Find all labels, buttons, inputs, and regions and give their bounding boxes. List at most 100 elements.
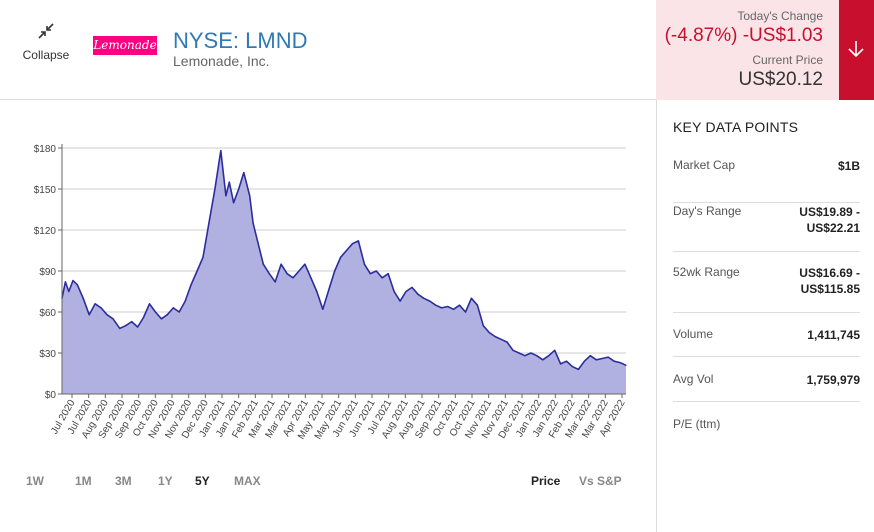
price-point bbox=[363, 263, 365, 265]
price-point bbox=[137, 326, 139, 328]
range-button-1w[interactable]: 1W bbox=[26, 474, 44, 488]
range-button-1m[interactable]: 1M bbox=[75, 474, 92, 488]
price-point bbox=[154, 311, 156, 313]
price-point bbox=[286, 273, 288, 275]
price-point bbox=[595, 359, 597, 361]
price-point bbox=[292, 277, 294, 279]
y-tick-label: $30 bbox=[39, 349, 56, 360]
price-point bbox=[470, 297, 472, 299]
price-point bbox=[619, 362, 621, 364]
key-data-value-line: US$16.69 - bbox=[799, 266, 860, 280]
price-point bbox=[268, 273, 270, 275]
price-point bbox=[351, 243, 354, 245]
price-point bbox=[190, 284, 192, 286]
todays-change-value: (-4.87%) -US$1.03 bbox=[664, 25, 823, 46]
arrow-down-icon bbox=[848, 41, 864, 58]
y-tick-label: $90 bbox=[39, 267, 56, 278]
price-point bbox=[387, 273, 389, 275]
collapse-arrows-icon bbox=[38, 23, 54, 39]
price-point bbox=[447, 305, 449, 308]
price-point bbox=[577, 368, 580, 370]
price-point bbox=[369, 273, 371, 275]
collapse-button[interactable]: Collapse bbox=[14, 22, 78, 64]
price-area bbox=[62, 150, 626, 394]
price-point bbox=[328, 289, 330, 291]
key-data-row-avg-vol: Avg Vol 1,759,979 bbox=[673, 372, 860, 402]
price-point bbox=[214, 188, 216, 190]
ticker-symbol: NYSE: LMND bbox=[173, 28, 308, 53]
price-point bbox=[548, 355, 550, 357]
key-data-label: P/E (ttm) bbox=[673, 417, 721, 431]
price-point bbox=[494, 336, 496, 338]
price-point bbox=[405, 290, 407, 293]
price-point bbox=[257, 243, 259, 245]
key-data-row-market-cap: Market Cap $1B bbox=[673, 158, 860, 203]
key-data-row-days-range: Day's Range US$19.89 - US$22.21 bbox=[673, 204, 860, 252]
price-point bbox=[524, 355, 526, 357]
price-point bbox=[274, 281, 276, 283]
price-point bbox=[393, 290, 395, 293]
range-button-max[interactable]: MAX bbox=[234, 474, 261, 488]
price-point bbox=[94, 303, 96, 305]
y-tick-label: $0 bbox=[45, 390, 57, 401]
price-point bbox=[220, 150, 222, 152]
key-data-value: 1,759,979 bbox=[806, 373, 860, 387]
key-data-value: US$19.89 - US$22.21 bbox=[799, 204, 860, 236]
key-data-value-line: US$115.85 bbox=[800, 282, 860, 296]
key-data-value-line: US$22.21 bbox=[806, 221, 860, 235]
key-data-panel: KEY DATA POINTS Market Cap $1B Day's Ran… bbox=[656, 100, 874, 532]
price-point bbox=[565, 360, 568, 362]
price-point bbox=[280, 263, 282, 265]
price-point bbox=[106, 314, 108, 316]
price-point bbox=[512, 349, 514, 351]
view-vs-sp-button[interactable]: Vs S&P bbox=[579, 474, 622, 488]
price-point bbox=[196, 270, 198, 272]
price-point bbox=[125, 325, 127, 327]
price-point bbox=[100, 307, 102, 309]
range-button-1y[interactable]: 1Y bbox=[158, 474, 173, 488]
price-point bbox=[112, 318, 114, 320]
price-point bbox=[607, 356, 609, 358]
price-point bbox=[64, 281, 66, 283]
price-point bbox=[88, 314, 90, 316]
range-button-3m[interactable]: 3M bbox=[115, 474, 132, 488]
price-point bbox=[560, 363, 562, 365]
key-data-row-volume: Volume 1,411,745 bbox=[673, 327, 860, 357]
price-point bbox=[429, 300, 431, 302]
price-point bbox=[304, 263, 306, 265]
key-data-value: $1B bbox=[837, 159, 860, 173]
price-point bbox=[571, 366, 574, 368]
price-point bbox=[476, 304, 478, 306]
range-button-5y[interactable]: 5Y bbox=[195, 474, 210, 488]
price-point bbox=[464, 311, 467, 313]
price-point bbox=[488, 331, 490, 334]
view-price-button[interactable]: Price bbox=[531, 474, 561, 488]
price-summary: Today's Change (-4.87%) -US$1.03 Current… bbox=[656, 0, 839, 100]
y-tick-label: $180 bbox=[34, 144, 57, 155]
price-point bbox=[500, 338, 502, 340]
price-point bbox=[334, 270, 336, 272]
price-point bbox=[536, 355, 538, 357]
price-point bbox=[482, 325, 484, 327]
key-data-label: Volume bbox=[673, 327, 714, 341]
price-point bbox=[554, 349, 556, 351]
quote-header: Collapse Lemonade NYSE: LMND Lemonade, I… bbox=[0, 0, 874, 100]
price-point bbox=[160, 318, 162, 320]
price-point bbox=[202, 256, 204, 258]
price-point bbox=[375, 270, 377, 272]
price-point bbox=[148, 303, 151, 305]
key-data-row-52wk-range: 52wk Range US$16.69 - US$115.85 bbox=[673, 265, 860, 313]
company-name: Lemonade, Inc. bbox=[173, 53, 270, 69]
key-data-value-line: US$19.89 - bbox=[799, 205, 860, 219]
price-point bbox=[178, 311, 180, 313]
price-point bbox=[530, 352, 532, 354]
price-point bbox=[357, 240, 359, 242]
price-point bbox=[238, 188, 240, 190]
price-point bbox=[613, 360, 615, 362]
y-tick-label: $60 bbox=[39, 308, 56, 319]
price-point bbox=[589, 355, 591, 357]
price-point bbox=[601, 357, 603, 360]
current-price-value: US$20.12 bbox=[738, 69, 823, 90]
price-point bbox=[322, 308, 324, 310]
